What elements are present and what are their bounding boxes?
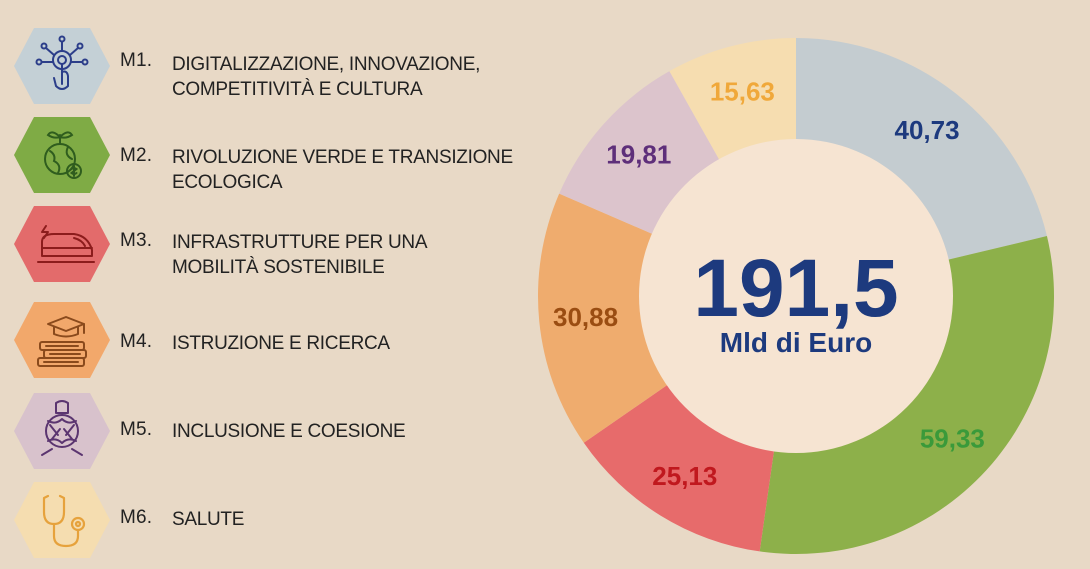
donut-slice-m3 bbox=[583, 384, 775, 552]
donut-chart: 40,73 59,33 25,13 30,88 19,81 15,63 191,5 Mld… bbox=[500, 30, 1090, 569]
slice-value-label-m3: 25,13 bbox=[652, 461, 717, 491]
legend-code: M3. bbox=[120, 230, 153, 251]
slice-value-label-m4: 30,88 bbox=[553, 302, 618, 332]
donut-slice-m2 bbox=[759, 236, 1054, 554]
train-icon bbox=[12, 204, 112, 284]
slice-value-label-m5: 19,81 bbox=[606, 139, 671, 169]
legend-label: INCLUSIONE E COESIONE bbox=[172, 421, 406, 442]
donut-slice-m1 bbox=[796, 38, 1047, 260]
legend-item-m2: M2. RIVOLUZIONE VERDE E TRANSIZIONE ECOL… bbox=[12, 115, 572, 195]
slices-group bbox=[538, 38, 1054, 554]
legend-code: M6. bbox=[120, 507, 153, 528]
digital-touch-icon bbox=[12, 26, 112, 106]
legend-label: DIGITALIZZAZIONE, INNOVAZIONE, COMPETITI… bbox=[172, 54, 481, 100]
slice-value-label-m1: 40,73 bbox=[894, 115, 959, 145]
slice-value-label-m2: 59,33 bbox=[920, 423, 985, 453]
donut-svg: 40,73 59,33 25,13 30,88 19,81 15,63 191,5 Mld… bbox=[538, 38, 1054, 554]
legend-item-m5: M5. INCLUSIONE E COESIONE bbox=[12, 391, 572, 471]
legend-label: SALUTE bbox=[172, 509, 245, 530]
legend-code: M4. bbox=[120, 331, 153, 352]
legend-label: INFRASTRUTTURE PER UNA MOBILITÀ SOSTENIB… bbox=[172, 232, 428, 278]
donut-center bbox=[639, 139, 953, 453]
legend-item-m3: M3. INFRASTRUTTURE PER UNA MOBILITÀ SOST… bbox=[12, 204, 572, 284]
slice-value-label-m6: 15,63 bbox=[710, 76, 775, 106]
donut-slice-m4 bbox=[538, 193, 669, 443]
center-total-value: 191,5 bbox=[693, 243, 898, 334]
legend-item-m4: M4. ISTRUZIONE E RICERCA bbox=[12, 300, 572, 380]
donut-slice-m6 bbox=[669, 38, 796, 161]
center-unit-label: Mld di Euro bbox=[720, 327, 872, 358]
legend-code: M5. bbox=[120, 419, 153, 440]
graduation-books-icon bbox=[12, 300, 112, 380]
legend-code: M1. bbox=[120, 50, 153, 71]
legend-code: M2. bbox=[120, 145, 153, 166]
value-labels-group: 40,73 59,33 25,13 30,88 19,81 15,63 bbox=[553, 76, 985, 491]
legend: M1. DIGITALIZZAZIONE, INNOVAZIONE, COMPE… bbox=[14, 28, 513, 558]
legend-item-m1: M1. DIGITALIZZAZIONE, INNOVAZIONE, COMPE… bbox=[12, 26, 572, 106]
green-globe-icon bbox=[12, 115, 112, 195]
legend-item-m6: M6. SALUTE bbox=[12, 480, 572, 560]
donut-slice-m5 bbox=[559, 71, 720, 235]
legend-label: RIVOLUZIONE VERDE E TRANSIZIONE ECOLOGIC… bbox=[172, 147, 513, 193]
stethoscope-icon bbox=[12, 480, 112, 560]
legend-label: ISTRUZIONE E RICERCA bbox=[172, 333, 390, 354]
joined-hands-icon bbox=[12, 391, 112, 471]
